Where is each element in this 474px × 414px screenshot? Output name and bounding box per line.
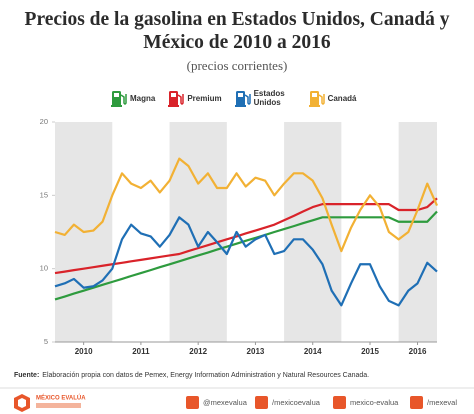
social-text: mexico-evalua (350, 398, 399, 407)
x-tick-label: 2010 (75, 347, 93, 356)
legend-label: Magna (130, 93, 156, 103)
x-tick-label: 2011 (132, 347, 150, 356)
legend-icon (111, 91, 127, 107)
series-line (54, 197, 438, 275)
legend-label: Estados Unidos (253, 89, 285, 107)
chart-subtitle: (precios corrientes) (186, 58, 288, 73)
x-tick-label: 2015 (361, 347, 379, 356)
y-tick-label: 15 (40, 190, 48, 199)
legend: Magna Premium Estados Unidos Canadá (110, 88, 356, 108)
series-line (54, 157, 439, 253)
legend-icon (234, 91, 251, 107)
x-tick-label: 2012 (189, 347, 207, 356)
x-tick-label: 2013 (247, 347, 265, 356)
year-band (398, 122, 437, 342)
source-note: Fuente: Elaboración propia con datos de P… (14, 372, 369, 379)
legend-item: Canadá (308, 88, 357, 108)
legend-icon (308, 91, 325, 107)
social-text: /mexicoevalua (272, 398, 320, 407)
year-band (169, 122, 227, 342)
x-tick-label: 2014 (304, 347, 322, 356)
chart-title: Precios de la gasolina en Estados Unidos… (24, 9, 450, 53)
social-text: /mexeval (427, 398, 458, 407)
social-link[interactable]: /mexicoevalua (255, 396, 320, 409)
source-label: Fuente: (14, 372, 40, 379)
social-link[interactable]: @mexevalua (186, 396, 247, 409)
legend-label: Canadá (327, 93, 357, 103)
legend-label: Premium (187, 93, 222, 103)
logo-mark (14, 394, 30, 412)
social-link[interactable]: mexico-evalua (333, 396, 398, 409)
series-line (54, 210, 438, 301)
social-text: @mexevalua (203, 398, 247, 407)
y-tick-label: 10 (40, 264, 48, 273)
logo-text: MÉXICO EVALÚA (36, 394, 86, 402)
social-link[interactable]: /mexeval (410, 396, 457, 409)
series-line (54, 216, 438, 307)
source-text: Elaboración propia con datos de Pemex, E… (42, 372, 370, 379)
y-tick-label: 5 (44, 337, 48, 346)
y-tick-label: 20 (40, 117, 48, 126)
legend-item: Estados Unidos (234, 88, 296, 108)
legend-icon (168, 91, 185, 107)
x-tick-label: 2016 (409, 347, 427, 356)
legend-item: Magna (110, 88, 155, 108)
logo-bar (36, 403, 81, 408)
year-band (284, 122, 342, 342)
legend-item: Premium (167, 88, 222, 108)
